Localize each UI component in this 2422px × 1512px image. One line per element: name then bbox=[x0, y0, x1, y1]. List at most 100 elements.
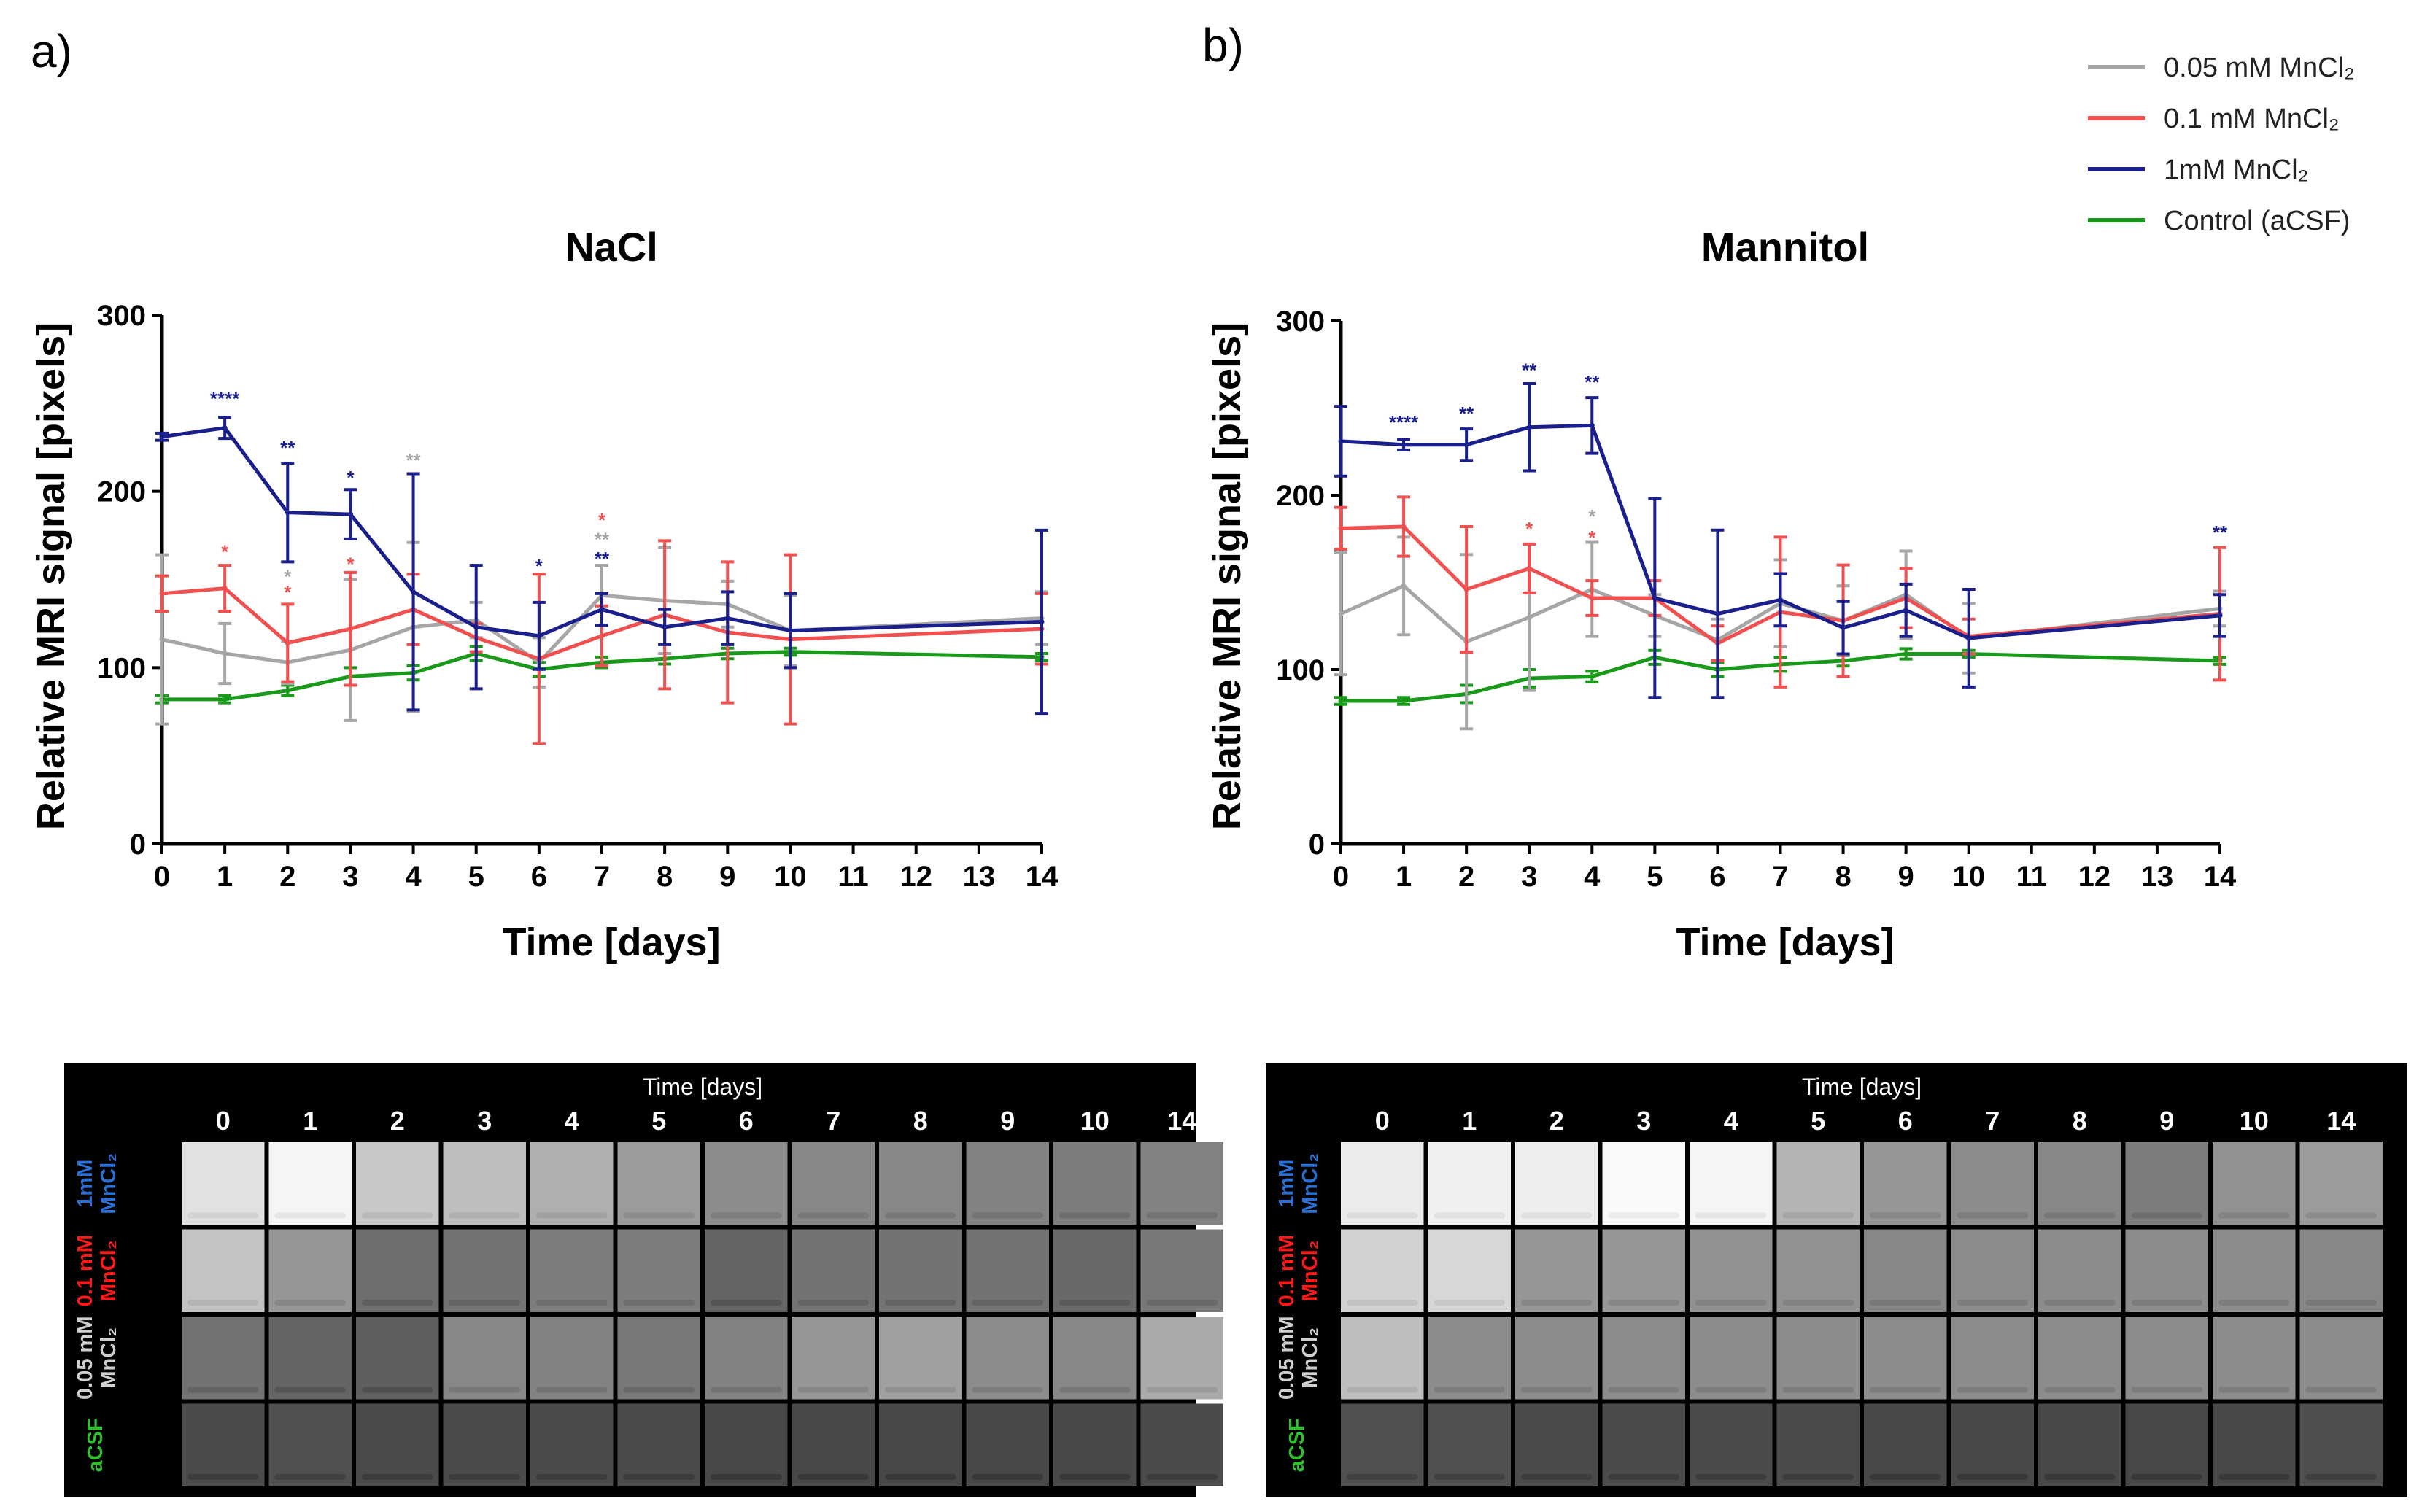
mri-tile-texture bbox=[2044, 1212, 2116, 1219]
significance-marker: ** bbox=[1459, 403, 1474, 424]
mri-tile-image bbox=[530, 1403, 614, 1486]
mri-tile-texture bbox=[1434, 1474, 1505, 1480]
mri-tile-image bbox=[530, 1142, 614, 1225]
mri-tile-texture bbox=[2305, 1474, 2377, 1480]
mri-tile bbox=[1776, 1229, 1860, 1312]
mri-tile-image bbox=[356, 1142, 439, 1225]
grid-day-label: 2 bbox=[390, 1106, 405, 1136]
mri-tile bbox=[617, 1317, 700, 1400]
mri-tile bbox=[1341, 1403, 1424, 1486]
row-label-line2: MnCl₂ bbox=[1299, 1327, 1322, 1389]
mri-tile-image bbox=[182, 1142, 265, 1225]
legend-label: Control (aCSF) bbox=[2164, 206, 2351, 236]
mri-tile-image bbox=[1690, 1317, 1773, 1400]
y-tick-label: 0 bbox=[130, 829, 146, 861]
mri-tile-texture bbox=[797, 1212, 869, 1219]
mri-tile-texture bbox=[1146, 1387, 1218, 1393]
mri-tile-image bbox=[268, 1403, 352, 1486]
mri-tile-image bbox=[1341, 1142, 1424, 1225]
mri-tile-texture bbox=[362, 1387, 433, 1393]
mri-tile-image bbox=[2213, 1403, 2296, 1486]
mri-tile-texture bbox=[885, 1387, 956, 1393]
series-line bbox=[1340, 423, 2221, 640]
mri-tile-texture bbox=[623, 1474, 695, 1480]
mri-tile-texture bbox=[1347, 1474, 1418, 1480]
mri-tile-texture bbox=[274, 1212, 346, 1219]
data-point bbox=[1714, 611, 1720, 617]
mri-tile bbox=[1951, 1403, 2034, 1486]
mri-tile bbox=[530, 1229, 614, 1312]
grid-row-label: 0.1 mM MnCl₂ bbox=[1275, 1235, 1322, 1306]
mri-tile-image bbox=[2038, 1142, 2121, 1225]
mri-tile bbox=[1140, 1142, 1223, 1225]
mri-tile-image bbox=[2038, 1403, 2121, 1486]
data-point bbox=[1778, 597, 1783, 602]
mri-tile-texture bbox=[1434, 1387, 1505, 1393]
mri-tile-texture bbox=[1782, 1212, 1854, 1219]
mri-tile-texture bbox=[274, 1474, 346, 1480]
mri-tile bbox=[792, 1142, 875, 1225]
mri-tile bbox=[2213, 1142, 2296, 1225]
mri-tile-texture bbox=[187, 1212, 259, 1219]
grid-day-label: 5 bbox=[651, 1106, 666, 1136]
mri-tile-texture bbox=[1146, 1212, 1218, 1219]
mri-tile-image bbox=[2213, 1229, 2296, 1312]
mri-tile-texture bbox=[885, 1474, 956, 1480]
y-tick-label: 100 bbox=[1276, 654, 1325, 686]
x-tick-label: 7 bbox=[1772, 861, 1788, 893]
x-tick-label: 4 bbox=[405, 861, 422, 893]
mri-tile-image bbox=[2125, 1142, 2208, 1225]
data-point bbox=[1903, 608, 1909, 613]
grid-day-label: 6 bbox=[739, 1106, 754, 1136]
x-tick-label: 4 bbox=[1584, 861, 1601, 893]
legend-label: 1mM MnCl₂ bbox=[2164, 155, 2308, 185]
mri-tile-texture bbox=[1870, 1387, 1941, 1393]
mri-tile bbox=[2038, 1142, 2121, 1225]
mri-tile bbox=[443, 1229, 526, 1312]
mri-tile-texture bbox=[972, 1300, 1043, 1306]
panel-label-b: b) bbox=[1202, 19, 1244, 71]
mri-tile-texture bbox=[1957, 1387, 2028, 1393]
mri-tile-image bbox=[2213, 1317, 2296, 1400]
mri-tile bbox=[1053, 1142, 1137, 1225]
x-tick-label: 10 bbox=[1952, 861, 1985, 893]
mri-tile-image bbox=[1776, 1317, 1860, 1400]
mri-tile-image bbox=[2299, 1317, 2383, 1400]
mri-tile bbox=[2125, 1142, 2208, 1225]
data-point bbox=[1526, 565, 1532, 571]
mri-tile bbox=[1140, 1317, 1223, 1400]
mri-tile-image bbox=[1864, 1403, 1947, 1486]
mri-tile bbox=[1951, 1317, 2034, 1400]
mri-tile-image bbox=[792, 1229, 875, 1312]
grid-row-label: 0.05 mM MnCl₂ bbox=[1275, 1317, 1322, 1400]
grid-day-label: 9 bbox=[1000, 1106, 1015, 1136]
mri-tile-image bbox=[2038, 1229, 2121, 1312]
chart-title: NaCl bbox=[565, 224, 658, 270]
mri-tile-texture bbox=[1146, 1474, 1218, 1480]
mri-tile-image bbox=[2299, 1403, 2383, 1486]
mri-tile bbox=[268, 1317, 352, 1400]
significance-marker: **** bbox=[1389, 411, 1419, 433]
series-line bbox=[1340, 524, 2221, 645]
mri-tile-image bbox=[2299, 1142, 2383, 1225]
legend-label: 0.05 mM MnCl₂ bbox=[2164, 53, 2355, 83]
mri-tile-image bbox=[443, 1403, 526, 1486]
x-tick-label: 13 bbox=[2141, 861, 2174, 893]
grid-day-label: 10 bbox=[1080, 1106, 1110, 1136]
mri-tile bbox=[182, 1403, 265, 1486]
significance-marker: * bbox=[347, 553, 355, 575]
significance-marker: * bbox=[598, 509, 606, 531]
mri-tile-image bbox=[617, 1229, 700, 1312]
mri-tile-image bbox=[268, 1229, 352, 1312]
mri-tile-texture bbox=[972, 1212, 1043, 1219]
mri-tile bbox=[966, 1229, 1049, 1312]
mri-tile-image bbox=[2299, 1229, 2383, 1312]
data-point bbox=[285, 640, 290, 645]
mri-tile-image bbox=[792, 1142, 875, 1225]
mri-tile bbox=[1140, 1229, 1223, 1312]
mri-tile bbox=[1341, 1317, 1424, 1400]
mri-tile bbox=[1864, 1142, 1947, 1225]
data-point bbox=[159, 434, 165, 440]
